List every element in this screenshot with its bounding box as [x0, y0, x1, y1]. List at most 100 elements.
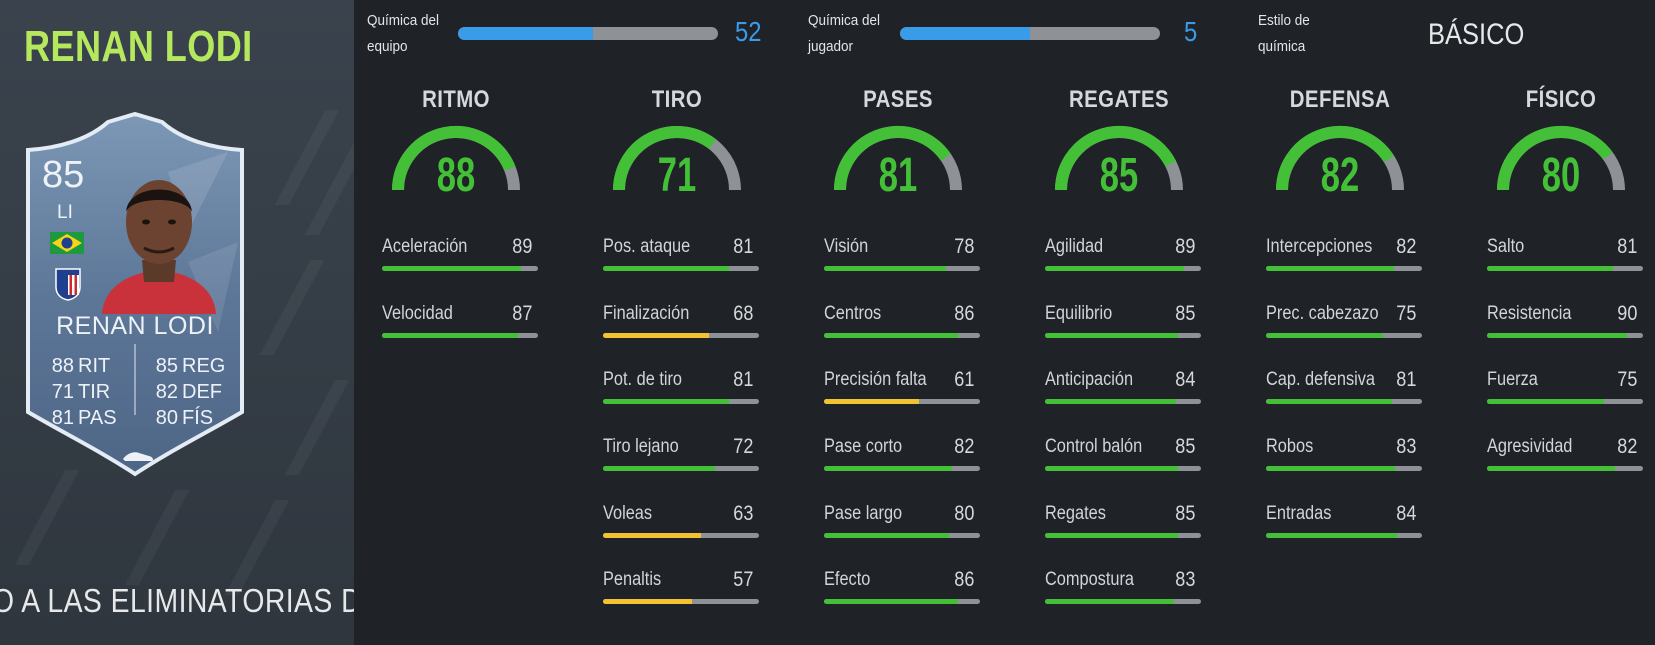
sub-attribute-row[interactable]: Salto 81: [1487, 235, 1643, 276]
attribute-column-físico: FÍSICO 80 Salto 81 Resistencia 90 Fuerza 75 Agre…: [1481, 0, 1643, 645]
sub-attribute-label: Resistencia: [1487, 303, 1572, 324]
attribute-column-pases: PASES 81 Visión 78 Centros 86 Precisión falta 6…: [818, 0, 980, 645]
sub-attribute-row[interactable]: Aceleración 89: [382, 235, 538, 276]
sub-attribute-row[interactable]: Penaltis 57: [603, 568, 759, 609]
attribute-gauge: [1276, 126, 1404, 191]
gauge-fill: [834, 126, 951, 191]
sub-attribute-row[interactable]: Prec. cabezazo 75: [1266, 302, 1422, 343]
sub-attribute-value: 81: [732, 235, 753, 258]
sub-attribute-row[interactable]: Control balón 85: [1045, 435, 1201, 476]
card-position: LI: [57, 202, 73, 223]
attribute-column-tiro: TIRO 71 Pos. ataque 81 Finalización 68 Pot. de…: [597, 0, 759, 645]
boot-icon: [123, 452, 153, 461]
sub-attribute-bar: [824, 399, 980, 404]
sub-attribute-bar: [824, 333, 980, 338]
sub-attribute-row[interactable]: Compostura 83: [1045, 568, 1201, 609]
sub-attribute-bar-fill: [824, 466, 952, 471]
sub-attribute-row[interactable]: Pase corto 82: [824, 435, 980, 476]
attribute-gauge: [1055, 126, 1183, 191]
sub-attribute-bar-fill: [1045, 266, 1184, 271]
sub-attribute-row[interactable]: Intercepciones 82: [1266, 235, 1422, 276]
sub-attribute-label: Compostura: [1045, 569, 1135, 590]
sub-attribute-row[interactable]: Tiro lejano 72: [603, 435, 759, 476]
sub-attribute-label: Agresividad: [1487, 436, 1573, 457]
player-chemistry-label: Química del jugador: [808, 12, 881, 55]
sub-attribute-bar-fill: [824, 599, 959, 604]
sub-attribute-bar: [1266, 266, 1422, 271]
sub-attribute-bar: [603, 599, 759, 604]
sub-attribute-row[interactable]: Regates 85: [1045, 502, 1201, 543]
player-panel: RENAN LODI 85 LI: [0, 0, 354, 645]
background-stripe: [259, 260, 325, 355]
sub-attribute-row[interactable]: Agresividad 82: [1487, 435, 1643, 476]
team-chemistry-fill: [458, 27, 594, 40]
sub-attribute-value: 72: [732, 435, 753, 458]
sub-attribute-value: 85: [1174, 435, 1195, 458]
card-rating: 85: [42, 154, 85, 196]
sub-attribute-row[interactable]: Finalización 68: [603, 302, 759, 343]
sub-attribute-bar-fill: [603, 599, 692, 604]
sub-attribute-row[interactable]: Agilidad 89: [1045, 235, 1201, 276]
sub-attribute-bar-fill: [1266, 333, 1383, 338]
sub-attribute-label: Pase largo: [824, 503, 903, 524]
sub-attribute-row[interactable]: Cap. defensiva 81: [1266, 368, 1422, 409]
sub-attribute-bar-fill: [824, 533, 949, 538]
sub-attribute-bar: [603, 266, 759, 271]
sub-attribute-bar-fill: [1045, 599, 1175, 604]
sub-attribute-row[interactable]: Resistencia 90: [1487, 302, 1643, 343]
background-stripe: [124, 490, 190, 585]
sub-attribute-row[interactable]: Robos 83: [1266, 435, 1422, 476]
sub-attribute-bar-fill: [1045, 466, 1178, 471]
sub-attribute-value: 86: [953, 568, 974, 591]
sub-attribute-bar-fill: [824, 266, 946, 271]
card-stat-fis: 80 FÍS: [155, 407, 214, 429]
attribute-value: 88: [436, 149, 476, 202]
sub-attribute-bar: [603, 399, 759, 404]
sub-attribute-label: Voleas: [603, 503, 653, 524]
sub-attribute-row[interactable]: Pos. ataque 81: [603, 235, 759, 276]
sub-attribute-bar: [1045, 399, 1201, 404]
sub-attribute-row[interactable]: Visión 78: [824, 235, 980, 276]
sub-attribute-bar: [1487, 399, 1643, 404]
sub-attribute-value: 61: [953, 368, 974, 391]
sub-attribute-bar: [1045, 333, 1201, 338]
sub-attribute-bar: [382, 266, 538, 271]
sub-attribute-value: 82: [1395, 235, 1416, 258]
sub-attribute-bar: [1045, 599, 1201, 604]
sub-attribute-label: Anticipación: [1045, 369, 1134, 390]
sub-attribute-row[interactable]: Equilibrio 85: [1045, 302, 1201, 343]
sub-attribute-row[interactable]: Voleas 63: [603, 502, 759, 543]
sub-attribute-label: Centros: [824, 303, 882, 324]
player-card[interactable]: 85 LI RENAN LODI 88 RIT 71 TIR: [18, 112, 252, 482]
sub-attribute-bar: [824, 533, 980, 538]
attribute-title: DEFENSA: [1289, 86, 1391, 113]
sub-attribute-value: 78: [953, 235, 974, 258]
sub-attribute-value: 85: [1174, 302, 1195, 325]
card-stat-pas: 81 PAS: [51, 407, 117, 429]
sub-attribute-label: Visión: [824, 236, 869, 257]
sub-attribute-value: 82: [1616, 435, 1637, 458]
sub-attribute-bar: [603, 333, 759, 338]
sub-attribute-row[interactable]: Entradas 84: [1266, 502, 1422, 543]
card-stat-tir: 71 TIR: [51, 381, 111, 403]
sub-attribute-label: Precisión falta: [824, 369, 927, 390]
sub-attribute-row[interactable]: Efecto 86: [824, 568, 980, 609]
gauge-fill: [613, 126, 717, 191]
sub-attribute-row[interactable]: Pase largo 80: [824, 502, 980, 543]
sub-attribute-row[interactable]: Pot. de tiro 81: [603, 368, 759, 409]
sub-attribute-value: 81: [732, 368, 753, 391]
sub-attribute-row[interactable]: Centros 86: [824, 302, 980, 343]
brazil-flag-icon: [50, 232, 84, 254]
chemistry-style-label: Estilo de química: [1258, 12, 1310, 55]
sub-attribute-row[interactable]: Velocidad 87: [382, 302, 538, 343]
sub-attribute-label: Cap. defensiva: [1266, 369, 1376, 390]
attribute-title: RITMO: [422, 86, 490, 113]
team-chemistry-value: 52: [735, 16, 762, 47]
sub-attribute-bar: [382, 333, 538, 338]
sub-attribute-row[interactable]: Precisión falta 61: [824, 368, 980, 409]
sub-attribute-row[interactable]: Fuerza 75: [1487, 368, 1643, 409]
sub-attribute-row[interactable]: Anticipación 84: [1045, 368, 1201, 409]
attribute-value: 85: [1099, 149, 1139, 202]
chemistry-style-value[interactable]: BÁSICO: [1428, 18, 1525, 51]
sub-attribute-label: Pos. ataque: [603, 236, 691, 257]
